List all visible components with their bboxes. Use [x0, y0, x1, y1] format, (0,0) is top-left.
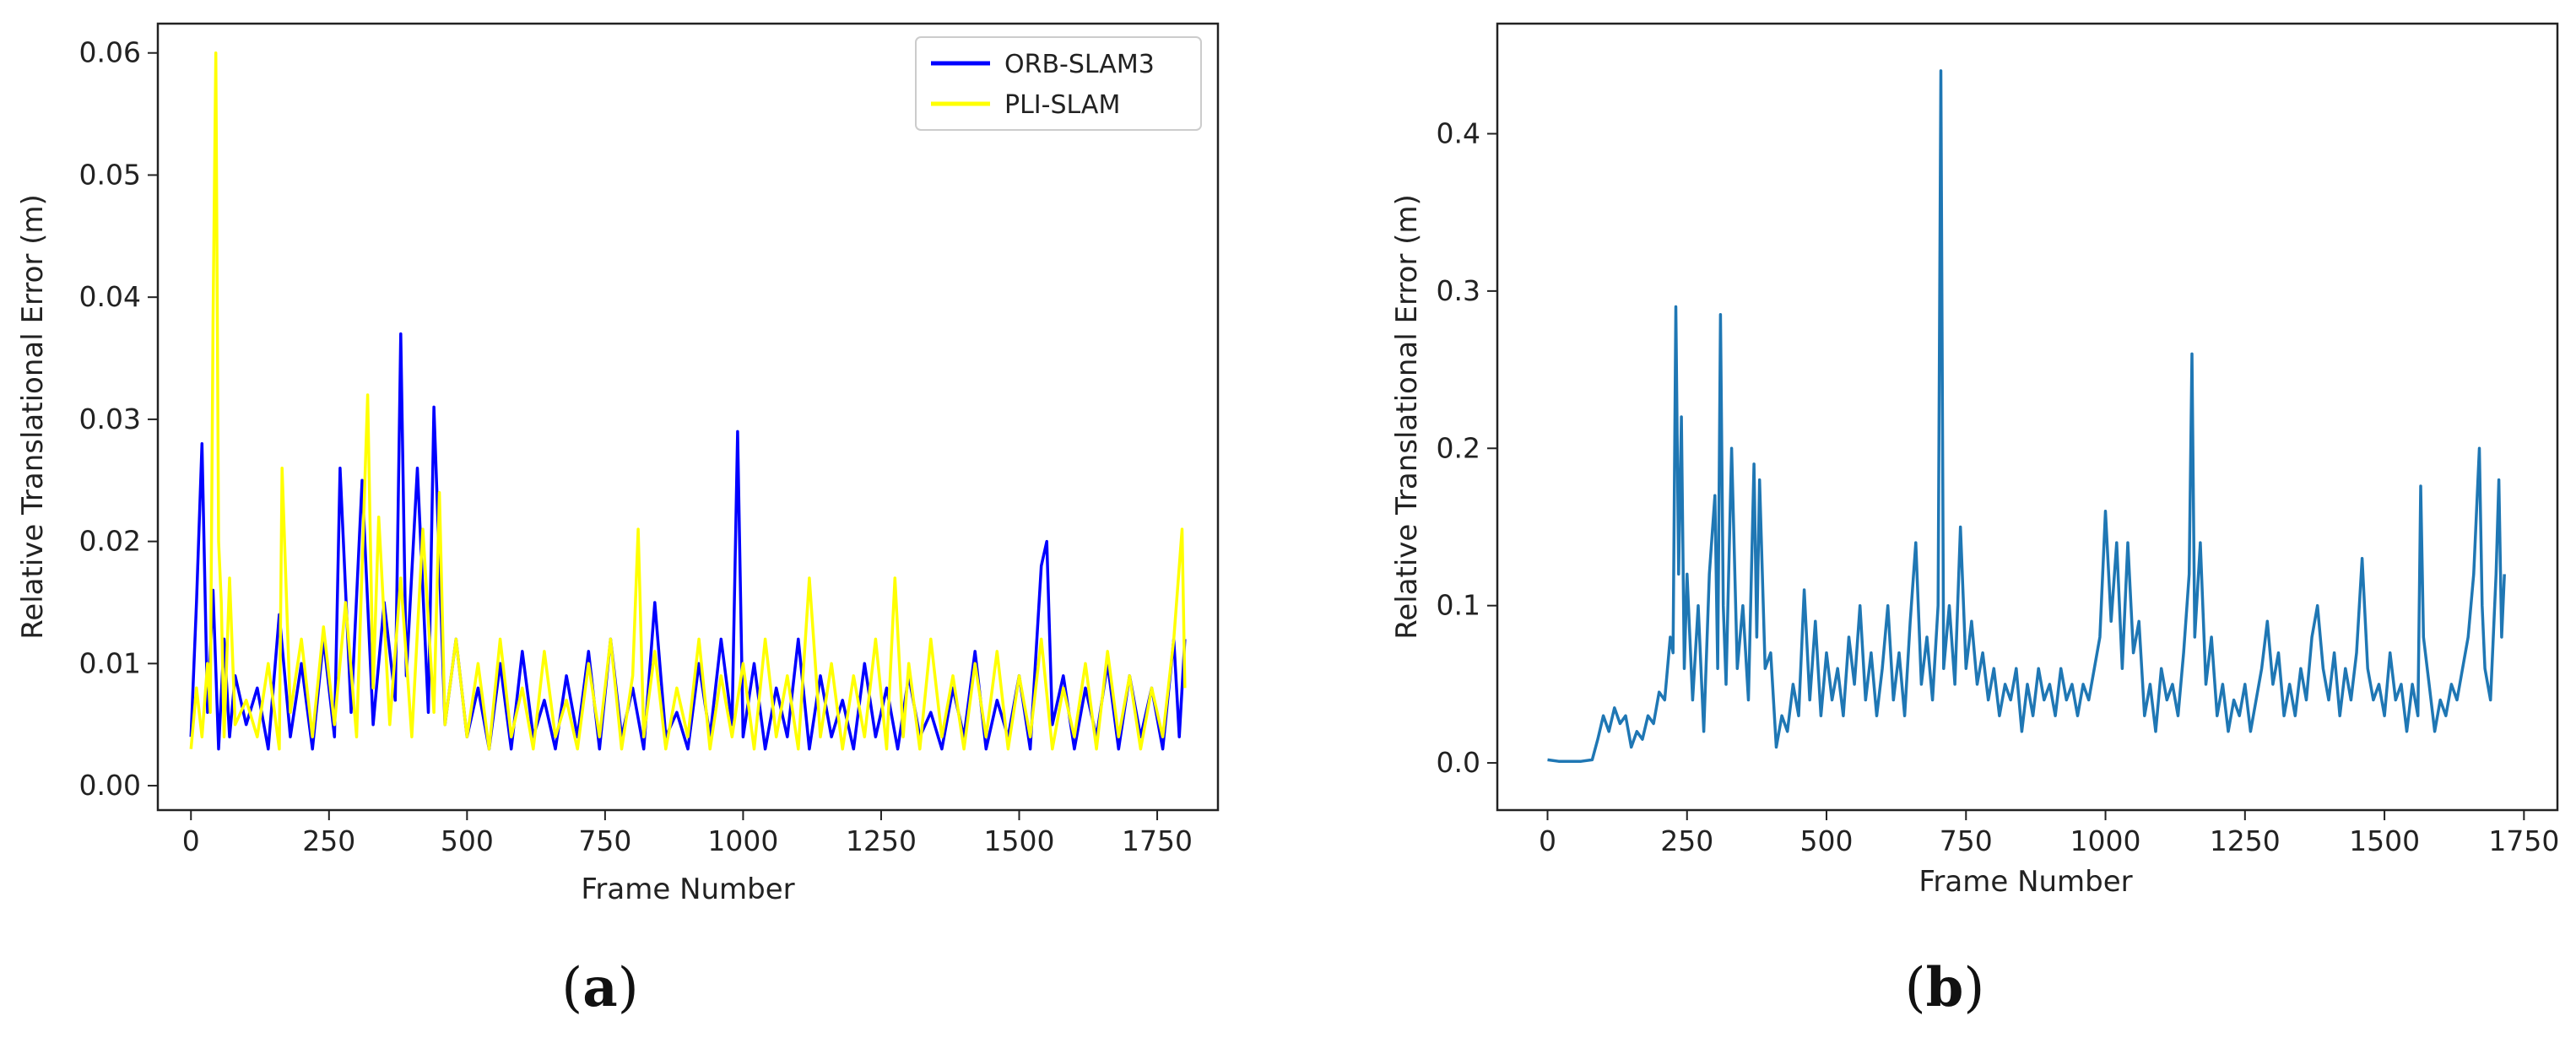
legend-label-pli-slam: PLI-SLAM — [1004, 90, 1120, 120]
x-tick-label: 1250 — [2210, 824, 2281, 857]
x-tick-label: 1750 — [2488, 824, 2559, 857]
series-line-error-b — [1547, 69, 2506, 763]
y-tick-label: 0.1 — [1437, 589, 1480, 622]
y-axis-label-a: Relative Translational Error (m) — [16, 194, 50, 640]
y-tick-label: 0.4 — [1437, 116, 1480, 149]
series-group-b — [1547, 69, 2506, 763]
x-tick-label: 1500 — [2349, 824, 2420, 857]
chart-panel-b: 0 250 500 750 1000 1250 1500 1750 0.0 0.1 0.2 0.3 0.… — [1390, 22, 2560, 1019]
x-tick-label: 750 — [1940, 824, 1993, 857]
x-tick-label: 1500 — [984, 824, 1055, 857]
y-tick-label: 0.04 — [79, 280, 141, 313]
panel-label-a: (a) — [561, 956, 638, 1019]
x-tick-label: 0 — [1539, 824, 1556, 857]
y-tick-label: 0.03 — [79, 403, 141, 435]
x-tick-label: 1250 — [846, 824, 917, 857]
x-tick-label: 250 — [302, 824, 355, 857]
plot-area-frame-a — [156, 22, 1220, 812]
panel-letter-b: b — [1926, 956, 1964, 1019]
x-tick-label: 0 — [182, 824, 200, 857]
y-tick-label: 0.3 — [1437, 274, 1480, 307]
x-axis-label-b: Frame Number — [1918, 865, 2132, 899]
x-tick-label: 1750 — [1122, 824, 1193, 857]
x-axis-label-a: Frame Number — [581, 873, 794, 906]
y-tick-label: 0.02 — [79, 525, 141, 558]
x-tick-label: 250 — [1660, 824, 1713, 857]
y-tick-label: 0.06 — [79, 36, 141, 69]
panel-letter-a: a — [582, 956, 617, 1019]
x-tick-label: 500 — [441, 824, 494, 857]
x-tick-label: 500 — [1800, 824, 1854, 857]
legend-label-orb-slam3: ORB-SLAM3 — [1004, 50, 1155, 79]
x-tick-label: 1000 — [2070, 824, 2141, 857]
y-axis-label-b: Relative Translational Error (m) — [1390, 194, 1424, 640]
x-tick-label: 750 — [578, 824, 631, 857]
y-tick-label: 0.05 — [79, 158, 141, 191]
legend-box — [915, 36, 1202, 131]
legend: ORB-SLAM3 PLI-SLAM — [915, 36, 1202, 131]
axis-ticks-b: 0 250 500 750 1000 1250 1500 1750 0.0 0.1 0.2 0.3 0.… — [1437, 116, 2560, 857]
series-line-pli-slam-a — [189, 51, 1187, 751]
plot-area-frame-b — [1496, 22, 2559, 812]
y-tick-label: 0.0 — [1437, 746, 1480, 779]
y-tick-label: 0.2 — [1437, 431, 1480, 464]
series-group-a — [189, 51, 1187, 751]
y-tick-label: 0.01 — [79, 646, 141, 679]
y-tick-label: 0.00 — [79, 769, 141, 802]
chart-panel-a: 0 250 500 750 1000 1250 1500 1750 0.00 0.01 0.02 0.… — [16, 22, 1220, 1019]
panel-label-b: (b) — [1905, 956, 1985, 1019]
x-tick-label: 1000 — [707, 824, 778, 857]
axis-ticks-a: 0 250 500 750 1000 1250 1500 1750 0.00 0.01 0.02 0.… — [79, 36, 1193, 857]
